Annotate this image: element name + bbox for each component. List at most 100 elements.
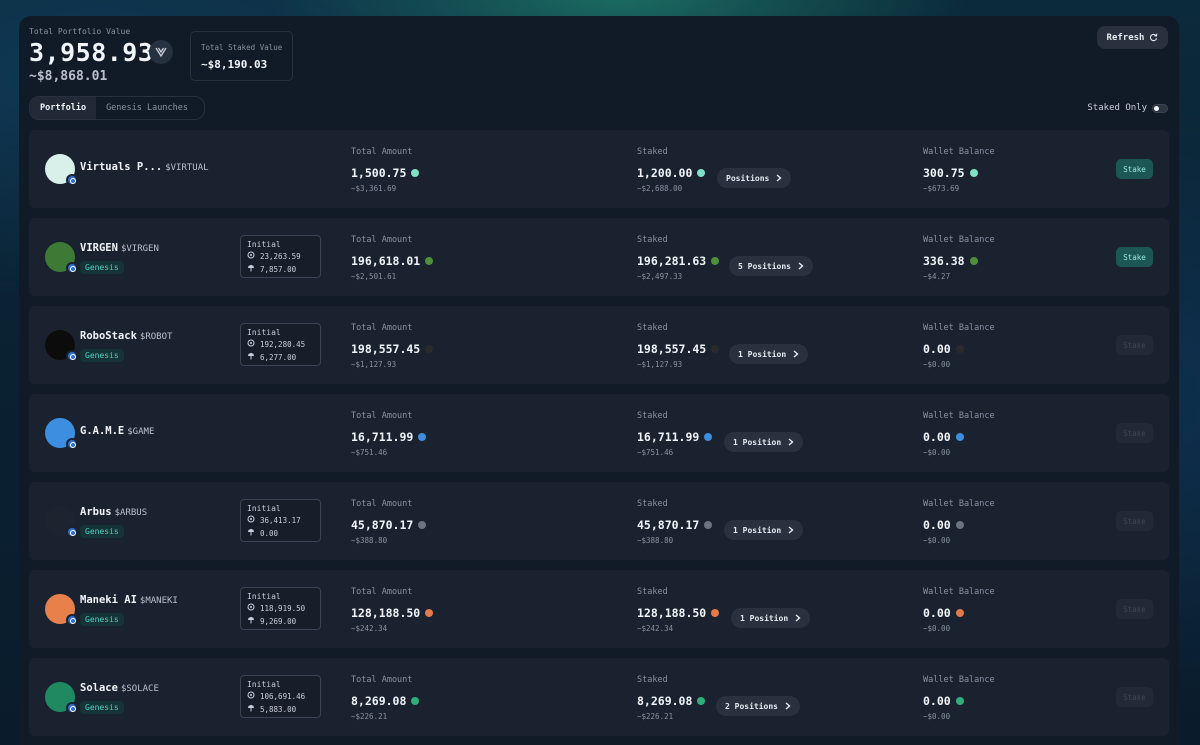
total-amount-label: Total Amount xyxy=(351,147,413,157)
token-avatar xyxy=(45,594,78,626)
stake-button[interactable]: Stake xyxy=(1116,511,1153,531)
staked-amount-label: Staked xyxy=(637,411,668,421)
token-name: VIRGEN $VIRGEN xyxy=(80,242,159,254)
staked-amount-value: 8,269.08 xyxy=(637,694,706,708)
chain-badge-icon xyxy=(66,174,78,186)
airdrop-icon xyxy=(247,704,255,714)
token-ticker: $VIRTUAL xyxy=(165,163,209,173)
token-icon xyxy=(418,521,427,529)
positions-button[interactable]: 1 Position xyxy=(731,608,811,628)
positions-button[interactable]: 1 Position xyxy=(724,520,804,540)
initial-allocation-card: Initial 192,280.45 6,277.00 xyxy=(240,323,321,366)
tab-genesis-launches[interactable]: Genesis Launches xyxy=(106,103,188,113)
total-amount-usd: ~$3,361.69 xyxy=(351,184,397,193)
total-portfolio-label: Total Portfolio Value xyxy=(29,27,131,36)
refresh-button[interactable]: Refresh xyxy=(1097,26,1168,49)
initial-label: Initial xyxy=(247,504,281,513)
stake-button[interactable]: Stake xyxy=(1116,159,1153,179)
token-icon xyxy=(711,257,720,265)
staked-only-toggle[interactable] xyxy=(1152,104,1168,113)
wallet-balance-usd: ~$0.00 xyxy=(923,448,951,457)
positions-button[interactable]: 5 Positions xyxy=(729,256,813,276)
wallet-balance-usd: ~$0.00 xyxy=(923,536,951,545)
portfolio-panel: Total Portfolio Value 3,958.93 ~$8,868.0… xyxy=(19,16,1179,745)
total-amount-label: Total Amount xyxy=(351,411,413,421)
staked-amount-text: 16,711.99 xyxy=(637,430,700,444)
token-row: Virtuals P... $VIRTUAL Total Amount 1,500.7… xyxy=(29,130,1169,208)
staked-amount-label: Staked xyxy=(637,499,668,509)
genesis-badge: Genesis xyxy=(80,613,124,626)
total-amount-usd: ~$242.34 xyxy=(351,624,388,633)
token-name-text: G.A.M.E xyxy=(80,425,125,437)
token-icon xyxy=(955,697,964,705)
token-icon xyxy=(425,257,434,265)
positions-label: 5 Positions xyxy=(738,261,791,271)
stake-button[interactable]: Stake xyxy=(1116,599,1153,619)
staked-only-label: Staked Only xyxy=(1087,103,1147,113)
staked-amount-usd: ~$1,127.93 xyxy=(637,360,683,369)
genesis-badge: Genesis xyxy=(80,525,124,538)
token-icon xyxy=(969,257,978,265)
staked-amount-text: 128,188.50 xyxy=(637,606,707,620)
token-name: RoboStack $ROBOT xyxy=(80,330,172,342)
initial-label: Initial xyxy=(247,328,281,337)
token-avatar xyxy=(45,506,78,538)
staked-amount-usd: ~$242.34 xyxy=(637,624,674,633)
token-icon xyxy=(955,609,964,617)
total-amount-value: 45,870.17 xyxy=(351,518,427,532)
token-icon xyxy=(425,609,434,617)
view-tabs: Portfolio Genesis Launches xyxy=(29,96,205,120)
wallet-balance-value: 0.00 xyxy=(923,342,964,356)
staked-amount-text: 8,269.08 xyxy=(637,694,693,708)
token-name-text: Arbus xyxy=(80,506,112,518)
token-ticker: $MANEKI xyxy=(139,596,178,606)
total-amount-usd: ~$388.80 xyxy=(351,536,388,545)
total-amount-text: 196,618.01 xyxy=(351,254,421,268)
total-amount-label: Total Amount xyxy=(351,499,413,509)
positions-button[interactable]: 1 Position xyxy=(724,432,804,452)
total-amount-label: Total Amount xyxy=(351,235,413,245)
token-avatar xyxy=(45,154,78,186)
staked-amount-value: 16,711.99 xyxy=(637,430,713,444)
wallet-balance-usd: ~$0.00 xyxy=(923,360,951,369)
wallet-balance-label: Wallet Balance xyxy=(923,411,995,421)
staked-amount-usd: ~$226.21 xyxy=(637,712,674,721)
token-name: G.A.M.E $GAME xyxy=(80,425,154,437)
stake-button[interactable]: Stake xyxy=(1116,247,1153,267)
token-row: RoboStack $ROBOT Genesis Initial 192,280.45 6… xyxy=(29,306,1169,384)
total-amount-text: 1,500.75 xyxy=(351,166,407,180)
positions-button[interactable]: 1 Position xyxy=(729,344,809,364)
initial-label: Initial xyxy=(247,592,281,601)
token-name-text: VIRGEN xyxy=(80,242,118,254)
token-name-text: Solace xyxy=(80,682,118,694)
initial-amount-2: 6,277.00 xyxy=(260,353,297,362)
wallet-balance-value: 0.00 xyxy=(923,430,964,444)
wallet-balance-text: 0.00 xyxy=(923,606,951,620)
refresh-label: Refresh xyxy=(1106,32,1145,43)
token-avatar xyxy=(45,330,78,362)
staked-amount-usd: ~$388.80 xyxy=(637,536,674,545)
virtuals-logo-icon xyxy=(149,40,173,64)
chain-badge-icon xyxy=(66,614,78,626)
airdrop-icon xyxy=(247,616,255,626)
token-name: Solace $SOLACE xyxy=(80,682,159,694)
staked-amount-label: Staked xyxy=(637,323,668,333)
total-amount-value: 1,500.75 xyxy=(351,166,420,180)
staked-amount-value: 196,281.63 xyxy=(637,254,720,268)
genesis-badge: Genesis xyxy=(80,349,124,362)
chain-badge-icon xyxy=(66,526,78,538)
allocation-icon xyxy=(247,515,255,525)
stake-button[interactable]: Stake xyxy=(1116,335,1153,355)
stake-button[interactable]: Stake xyxy=(1116,423,1153,443)
staked-amount-usd: ~$2,497.33 xyxy=(637,272,683,281)
tab-portfolio[interactable]: Portfolio xyxy=(30,97,97,119)
stake-button[interactable]: Stake xyxy=(1116,687,1153,707)
staked-amount-label: Staked xyxy=(637,235,668,245)
total-amount-value: 198,557.45 xyxy=(351,342,434,356)
positions-button[interactable]: Positions xyxy=(717,168,792,188)
positions-label: Positions xyxy=(726,173,770,183)
wallet-balance-usd: ~$4.27 xyxy=(923,272,951,281)
airdrop-icon xyxy=(247,528,255,538)
total-staked-card: Total Staked Value ~$8,190.03 xyxy=(190,31,293,81)
positions-button[interactable]: 2 Positions xyxy=(716,696,800,716)
